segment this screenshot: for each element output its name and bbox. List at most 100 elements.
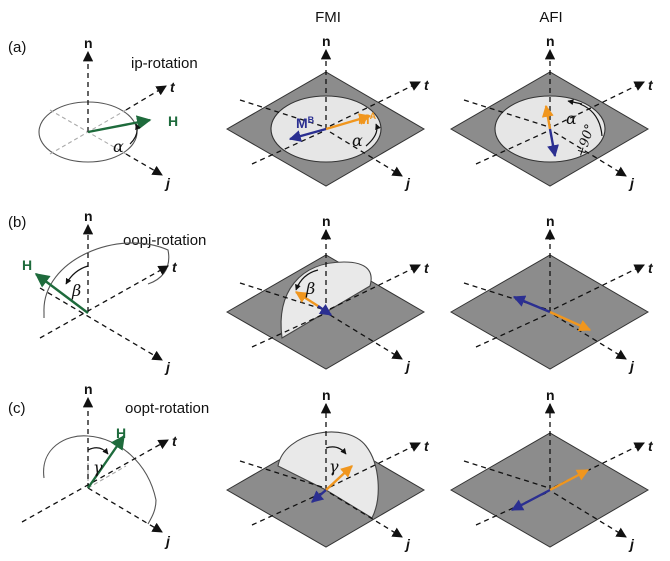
j-axis-label: j [164,533,171,549]
mb-vector [317,303,332,316]
t-axis-back [251,131,323,165]
t-axis-label: t [648,438,654,454]
j-axis [125,153,163,176]
angle-arc [129,123,141,145]
mb-vector [510,488,551,512]
j-axis-label: j [628,358,635,374]
t-axis [553,264,645,310]
row-c: (c) oopt-rotation n t j H γ [8,381,654,552]
angle-arc [579,103,603,137]
mb-vector [311,489,327,503]
field-vector [87,115,152,134]
t-axis-back [251,314,323,348]
j-axis-label: j [404,175,411,191]
row-b-schematic: n t j H β [22,208,178,375]
j-axis-label: j [404,536,411,552]
j-axis [39,287,163,361]
ma-vector [294,290,319,308]
j-axis-label: j [164,359,171,375]
angle-label: α [113,137,124,156]
row-b-afi-panel: n t j [449,213,654,374]
t-axis [553,81,645,127]
row-c-fmi-panel: n t j γ [225,387,430,552]
row-b-fmi-panel: n t j β [225,213,430,374]
row-a-schematic: n t j H α [38,35,178,191]
ma-vector [549,468,590,492]
field-label: H [168,113,178,129]
t-axis [21,439,169,523]
hidden-axis [87,465,127,489]
angle-label: α [352,131,363,150]
angle-arc [325,446,347,455]
t-axis [553,442,645,488]
t-axis [329,81,421,127]
n-axis-label: n [546,213,555,229]
row-a-afi-panel: n t j α +90° [449,33,654,191]
n-axis-label: n [322,213,331,229]
mb-vector [547,128,559,158]
mb-vector [288,127,327,142]
n-axis-label: n [322,33,331,49]
rotation-semicircle [43,435,157,501]
header-afi: AFI [539,9,562,26]
semicircle-edge [147,499,157,525]
row-b-title: oopj-rotation [123,232,206,249]
t-axis [329,442,421,488]
t-axis-label: t [172,433,178,449]
angle-label: γ [329,457,339,476]
row-a-fmi-panel: n t j MA MB α [225,33,430,191]
t-axis-label: t [424,438,430,454]
row-b: (b) oopj-rotation n t j H β n [8,208,654,375]
header-fmi: FMI [315,9,341,26]
n-axis-label: n [322,387,331,403]
t-axis-label: t [172,259,178,275]
ma-vector [549,310,592,332]
row-c-tag: (c) [8,400,26,417]
j-axis-label: j [628,536,635,552]
angle-arc [65,265,89,285]
row-b-tag: (b) [8,214,26,231]
rotation-semicircle [43,242,170,313]
ma-vector [325,465,353,491]
angle-label: β [305,279,315,298]
angle-arc [295,269,319,291]
j-axis-label: j [404,358,411,374]
field-label: H [116,425,126,441]
j-axis-label: j [628,175,635,191]
t-axis-back [251,492,323,526]
t-axis-back [475,131,547,165]
row-a-title: ip-rotation [131,55,198,72]
ma-vector [541,104,554,130]
t-axis [125,85,167,111]
row-c-schematic: n t j H γ [21,381,178,549]
rotation-halfdisk [277,431,379,519]
row-c-afi-panel: n t j [449,387,654,552]
j-axis [87,487,163,533]
n-axis-label: n [84,35,93,51]
n-axis-label: n [84,381,93,397]
n-axis-label: n [84,208,93,224]
field-vector [87,434,125,489]
t-axis-label: t [170,79,176,95]
angle-label: γ [93,458,103,477]
afi-angle-alpha: α [566,109,577,128]
t-axis-label: t [648,260,654,276]
row-a: (a) ip-rotation n t j H α n [8,33,654,191]
t-axis-label: t [648,77,654,93]
t-axis-back [475,314,547,348]
mb-vector [512,295,551,314]
n-axis-label: n [546,387,555,403]
t-axis-label: t [424,260,430,276]
angle-arc-tip [567,99,583,106]
field-vector [34,273,89,314]
t-axis [39,265,169,339]
mb-label: MB [296,115,315,131]
ma-vector [325,113,372,131]
field-label: H [22,257,32,273]
angle-arc [365,123,381,147]
t-axis [329,264,421,310]
ma-label: MA [358,111,377,127]
angle-arc [87,447,109,455]
n-axis-label: n [546,33,555,49]
